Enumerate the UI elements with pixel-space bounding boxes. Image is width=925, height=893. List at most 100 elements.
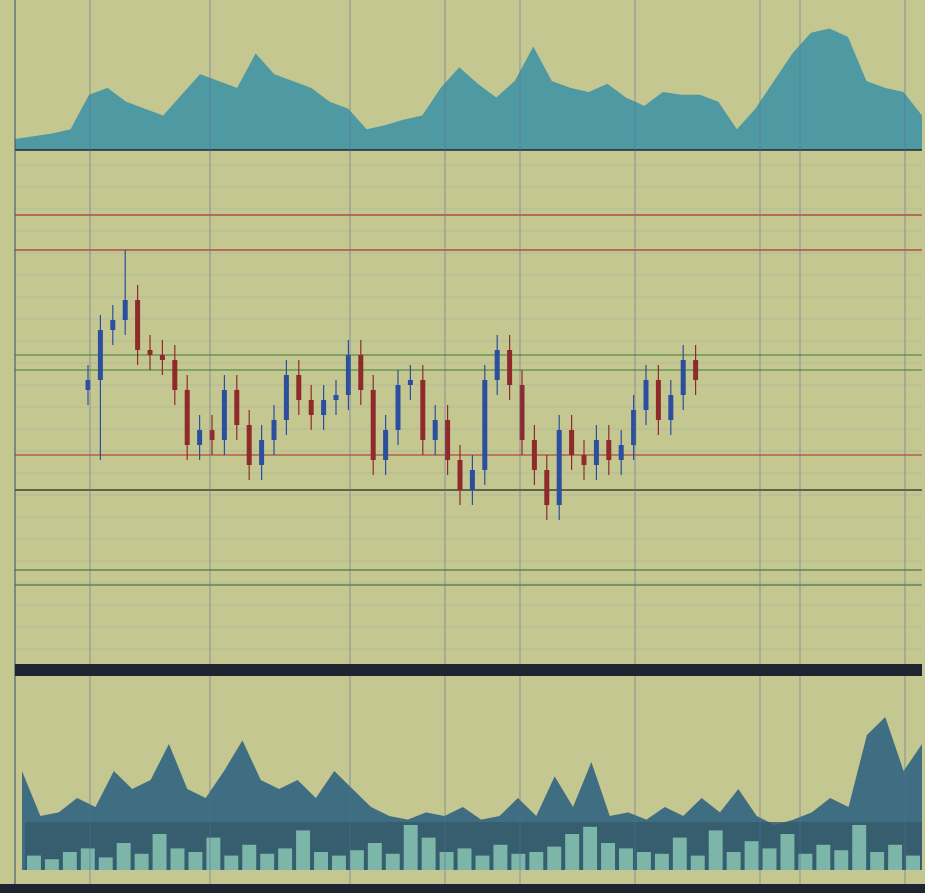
bar [367, 843, 382, 870]
axis-strip [15, 664, 922, 676]
bar [260, 853, 275, 870]
candle-body [432, 420, 438, 440]
bar [511, 853, 526, 870]
candle-body [680, 360, 686, 395]
candle-body [122, 300, 128, 320]
candle-body [531, 440, 537, 470]
candle-body [469, 470, 475, 490]
candle-body [655, 380, 661, 420]
bar [852, 825, 867, 870]
candle-body [581, 455, 587, 465]
candle-body [197, 430, 203, 445]
candle-body [209, 430, 215, 440]
bar [493, 844, 508, 870]
candle-body [693, 360, 699, 380]
candle-body [259, 440, 265, 465]
area [15, 28, 922, 151]
candle-body [544, 470, 550, 505]
bar [726, 852, 741, 870]
candle-body [135, 300, 141, 350]
bar [888, 844, 903, 870]
candle-body [333, 395, 339, 400]
bar [331, 855, 346, 870]
candle-body [271, 420, 277, 440]
candle-body [110, 320, 116, 330]
candle-body [618, 445, 624, 460]
candle-body [172, 360, 178, 390]
candle-body [308, 400, 314, 415]
candle-body [556, 430, 562, 505]
bar [62, 852, 77, 870]
bar [672, 837, 687, 870]
candle-body [85, 380, 91, 390]
candle-body [494, 350, 500, 380]
bar [116, 843, 131, 870]
candle-body [593, 440, 599, 465]
candle-body [407, 380, 413, 385]
bar [780, 834, 795, 870]
bar [152, 834, 167, 870]
candle-body [420, 380, 426, 440]
bar [80, 848, 95, 870]
candle-body [668, 395, 674, 420]
bar [278, 848, 293, 870]
bar [421, 837, 436, 870]
candle-body [358, 355, 364, 390]
bar [654, 853, 669, 870]
bar [188, 852, 203, 870]
candle-body [246, 425, 252, 465]
bar [206, 837, 221, 870]
bar [475, 855, 490, 870]
bar [44, 859, 59, 870]
candle-body [184, 390, 190, 445]
bar [762, 848, 777, 870]
candle-body [221, 390, 227, 440]
candle-body [147, 350, 153, 355]
bar [619, 848, 633, 870]
candle-body [482, 380, 488, 470]
bar [403, 825, 418, 870]
bar [439, 852, 454, 870]
candle-body [519, 385, 525, 440]
bar [708, 830, 723, 870]
bar [134, 853, 149, 870]
candle-body [345, 355, 351, 395]
bar [547, 846, 562, 870]
candle-body [631, 410, 637, 445]
bar [816, 844, 831, 870]
bar [690, 855, 705, 870]
bar [98, 857, 113, 870]
bar [834, 850, 849, 870]
candle-body [321, 400, 327, 415]
bar [744, 841, 759, 870]
bar [224, 855, 239, 870]
bar [385, 853, 400, 870]
candle-body [296, 375, 302, 400]
candle-body [383, 430, 389, 460]
bar [170, 848, 185, 870]
bar [242, 844, 257, 870]
candle-body [569, 430, 575, 455]
candle-body [97, 330, 103, 380]
candle-body [507, 350, 513, 385]
candle-body [283, 375, 289, 420]
bar [529, 852, 544, 870]
bar [296, 830, 311, 870]
bar [27, 855, 41, 870]
axis-strip [0, 884, 925, 893]
candle-body [370, 390, 376, 460]
bar [906, 855, 920, 870]
bar [565, 834, 580, 870]
candle-body [234, 390, 240, 425]
candle-body [159, 355, 165, 360]
bar [636, 852, 651, 870]
bar [457, 848, 472, 870]
bar [798, 853, 813, 870]
bar [601, 843, 616, 870]
candle-body [395, 385, 401, 430]
bar [349, 850, 364, 870]
candle-body [445, 420, 451, 460]
candle-body [606, 440, 612, 460]
